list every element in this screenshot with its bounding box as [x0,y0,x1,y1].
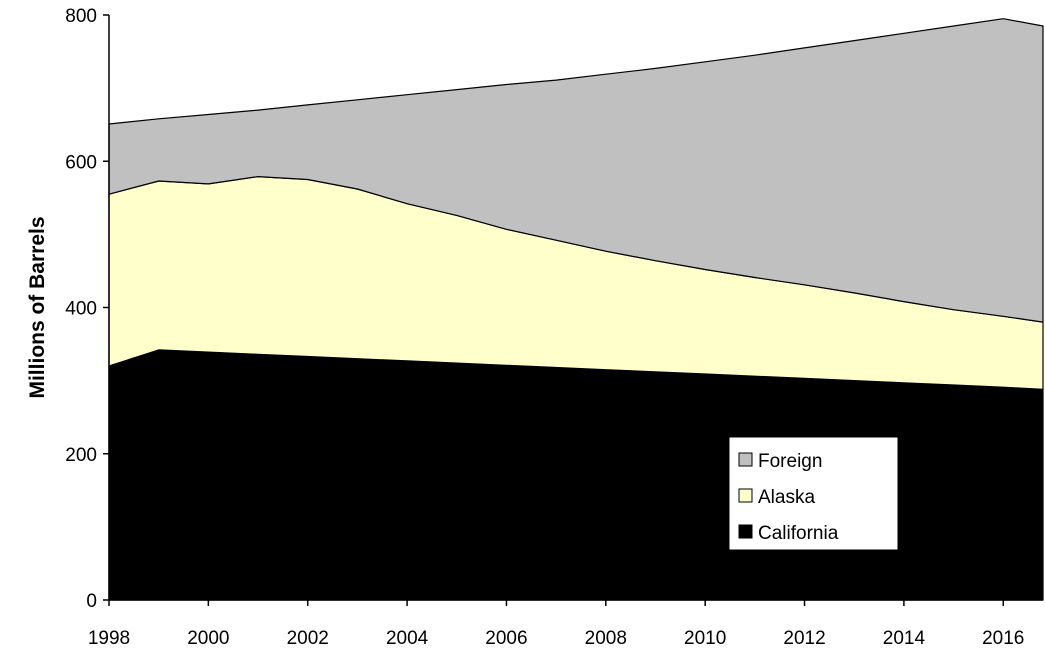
y-tick-label: 600 [65,152,97,173]
x-tick-label: 2014 [883,628,926,649]
y-tick-label: 400 [65,299,97,320]
x-tick-label: 2010 [684,628,726,649]
y-tick-label: 800 [65,6,97,27]
legend-swatch-alaska [738,488,753,503]
area-series-group [108,18,1044,601]
area-california [108,349,1044,601]
x-tick-label: 1998 [88,628,130,649]
y-axis-label: Millions of Barrels [26,216,49,398]
legend-box [728,436,899,551]
x-tick-label: 2000 [187,628,229,649]
y-tick-label: 0 [86,591,97,612]
x-tick-label: 2006 [485,628,527,649]
x-tick-label: 2004 [386,628,429,649]
legend-label-foreign: Foreign [758,451,822,472]
legend-swatch-foreign [738,452,753,467]
y-tick-label: 200 [65,445,97,466]
x-tick-label: 2008 [585,628,627,649]
legend-label-california: California [758,523,839,544]
y-tick-group: 0 200 400 600 800 [65,6,109,612]
x-tick-label: 2012 [783,628,825,649]
x-tick-group: 1998 2000 2002 2004 2006 2008 2010 2012 2014 2016 [88,600,1024,649]
area-foreign [108,18,1044,323]
legend-swatch-california [738,524,753,539]
x-tick-label: 2002 [287,628,329,649]
x-tick-label: 2016 [982,628,1024,649]
legend: Foreign Alaska California [728,436,899,551]
legend-label-alaska: Alaska [758,487,815,508]
